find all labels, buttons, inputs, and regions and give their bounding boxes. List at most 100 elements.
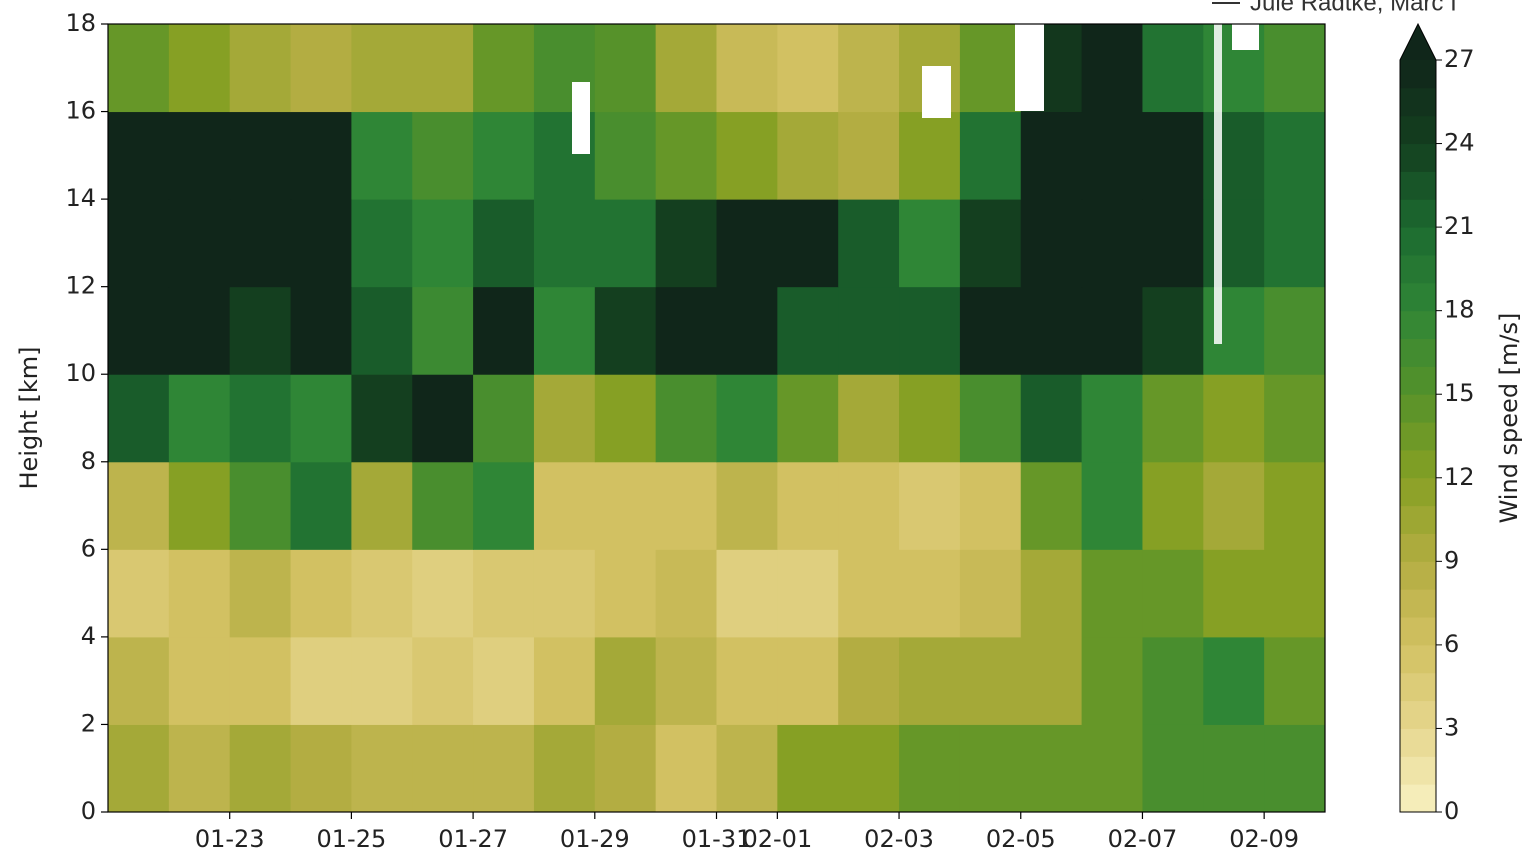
heatmap-cell: [108, 461, 170, 550]
heatmap-cell: [229, 24, 292, 113]
heatmap-cell: [229, 636, 292, 725]
heatmap-cell: [1142, 461, 1204, 550]
y-tick-label: 8: [81, 447, 96, 475]
heatmap-cell: [290, 286, 352, 375]
heatmap-cell: [959, 374, 1022, 463]
heatmap-cell: [838, 461, 900, 550]
heatmap-cell: [229, 286, 292, 375]
heatmap-cell: [1203, 636, 1265, 725]
heatmap-cell: [959, 111, 1022, 200]
heatmap-cell: [290, 461, 352, 550]
colorbar-tick-label: 12: [1444, 463, 1475, 491]
heatmap-cell: [168, 286, 231, 375]
heatmap-cell: [716, 374, 778, 463]
colorbar-level: [1400, 338, 1436, 367]
heatmap-cell: [1203, 111, 1265, 200]
heatmap-cell: [716, 111, 778, 200]
x-tick-label: 01-25: [317, 825, 387, 853]
heatmap-cell: [1142, 374, 1204, 463]
heatmap-cell: [1203, 724, 1265, 813]
heatmap-cell: [1081, 111, 1143, 200]
heatmap-cell: [716, 549, 778, 638]
heatmap-cell: [533, 199, 596, 288]
colorbar-level: [1400, 115, 1436, 145]
heatmap-cell: [290, 724, 352, 813]
heatmap-cell: [594, 374, 657, 463]
colorbar-tick-label: 21: [1444, 212, 1475, 240]
heatmap-cell: [959, 24, 1022, 113]
heatmap-cell: [594, 286, 657, 375]
heatmap-cell: [1203, 374, 1265, 463]
heatmap-cell: [1020, 286, 1083, 375]
colorbar-label: Wind speed [m/s]: [1495, 313, 1523, 524]
heatmap-cell: [959, 461, 1022, 550]
heatmap-cell: [108, 636, 170, 725]
heatmap-cell: [351, 374, 413, 463]
heatmap-cell: [1264, 374, 1326, 463]
y-tick-label: 10: [65, 359, 96, 387]
heatmap-cell: [1142, 724, 1204, 813]
x-tick-label: 02-09: [1229, 825, 1299, 853]
missing-data: [1232, 24, 1259, 50]
heatmap-cell: [351, 199, 413, 288]
heatmap-cell: [351, 461, 413, 550]
x-tick-label: 01-27: [438, 825, 508, 853]
colorbar-tick-label: 6: [1444, 630, 1459, 658]
heatmap-cell: [229, 111, 292, 200]
axes: 0 2 4 6 8 10 12 14 16 18 01-23 01-25 01-27 01-29 01-31…: [65, 9, 1299, 853]
colorbar-level: [1400, 589, 1436, 618]
heatmap-cell: [1203, 199, 1265, 288]
heatmap-cell: [959, 724, 1022, 813]
heatmap-cell: [1081, 199, 1143, 288]
heatmap-cell: [899, 111, 961, 200]
heatmap-cell: [351, 724, 413, 813]
heatmap-cell: [716, 24, 778, 113]
heatmap-cell: [1142, 111, 1204, 200]
heatmap-cell: [351, 286, 413, 375]
heatmap-cell: [1081, 461, 1143, 550]
heatmap-cell: [473, 286, 535, 375]
colorbar-level: [1400, 728, 1436, 757]
heatmap-cell: [838, 724, 900, 813]
colorbar-extend: [1400, 24, 1436, 60]
heatmap-cell: [594, 461, 657, 550]
heatmap-cell: [594, 636, 657, 725]
heatmap-cell: [290, 199, 352, 288]
heatmap-cell: [1264, 461, 1326, 550]
heatmap-cell: [899, 636, 961, 725]
colorbar-level: [1400, 199, 1436, 228]
heatmap-cell: [290, 636, 352, 725]
heatmap-cell: [777, 636, 839, 725]
heatmap-cell: [838, 636, 900, 725]
heatmap-cell: [838, 286, 900, 375]
x-tick-label: 02-01: [742, 825, 812, 853]
colorbar-level: [1400, 254, 1436, 284]
heatmap-cell: [777, 724, 839, 813]
heatmap-cell: [1203, 549, 1265, 638]
heatmap-cell: [1264, 636, 1326, 725]
heatmap-cell: [594, 199, 657, 288]
colorbar-level: [1400, 700, 1436, 729]
heatmap-cell: [168, 24, 231, 113]
heatmap-cell: [959, 199, 1022, 288]
heatmap-cell: [168, 461, 231, 550]
heatmap-cell: [959, 636, 1022, 725]
heatmap-cell: [959, 286, 1022, 375]
colorbar-level: [1400, 505, 1436, 534]
colorbar-level: [1400, 143, 1436, 172]
missing-data: [572, 82, 590, 154]
heatmap-cell: [716, 724, 778, 813]
colorbar-level: [1400, 449, 1436, 479]
heatmap-cell: [655, 199, 717, 288]
colorbar-level: [1400, 227, 1436, 256]
missing-data: [1015, 24, 1044, 111]
heatmap-cell: [351, 111, 413, 200]
heatmap-cell: [716, 286, 778, 375]
heatmap-cell: [412, 199, 474, 288]
heatmap-cell: [655, 636, 717, 725]
colorbar-tick-label: 15: [1444, 379, 1475, 407]
heatmap-cell: [1264, 286, 1326, 375]
heatmap-cell: [1020, 199, 1083, 288]
heatmap-cell: [1264, 724, 1326, 813]
heatmap-cell: [412, 24, 474, 113]
